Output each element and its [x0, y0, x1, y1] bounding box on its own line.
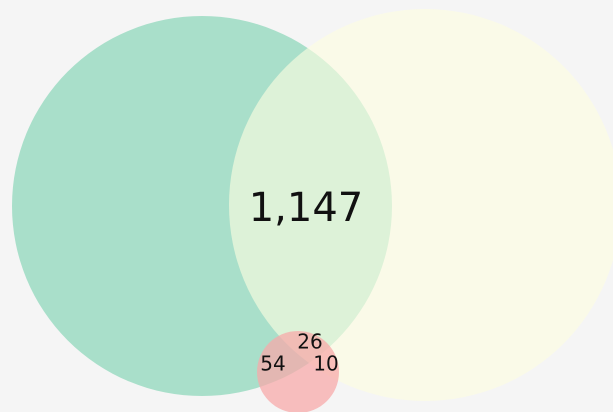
set-circle	[229, 9, 613, 401]
region-label: 1,147	[249, 185, 364, 231]
region-label: 10	[313, 352, 338, 376]
set-circle	[257, 331, 339, 412]
region-label: 26	[297, 330, 322, 354]
region-labels: 1,147 26 54 10	[249, 185, 364, 376]
region-label: 54	[260, 352, 285, 376]
